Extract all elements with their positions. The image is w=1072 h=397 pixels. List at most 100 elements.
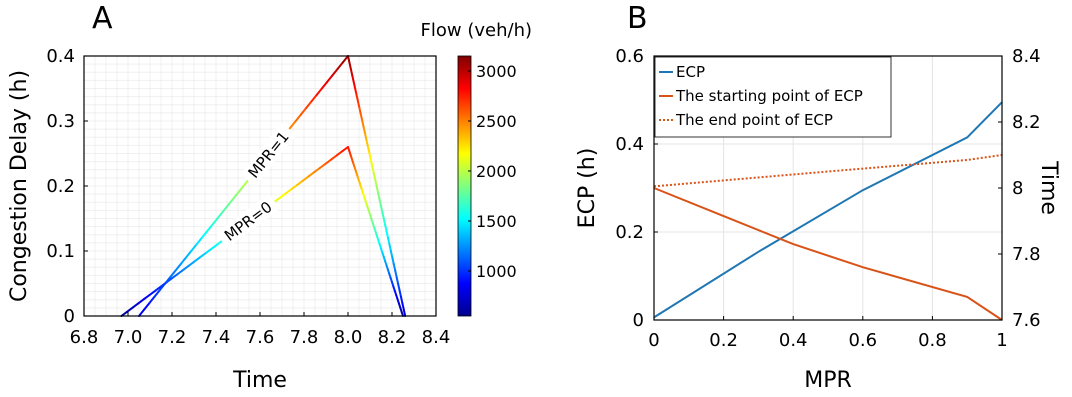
line-segment <box>391 256 395 265</box>
panel-b-y-right-axis-title: Time <box>1036 160 1061 215</box>
line-segment <box>182 264 191 271</box>
line-segment <box>284 188 293 195</box>
line-segment <box>318 162 327 170</box>
panel-b-y-axis-title: ECP (h) <box>575 148 600 229</box>
line-segment <box>137 298 146 305</box>
panel-b-label: B <box>627 1 648 36</box>
line-segment <box>384 224 388 233</box>
line-segment <box>120 310 129 317</box>
y-right-tick-label: 8 <box>1012 178 1023 199</box>
line-segment <box>369 159 374 168</box>
line-segment <box>211 243 219 250</box>
line-segment <box>199 251 208 258</box>
line-segment <box>307 171 316 178</box>
colorbar-ticks: 1000 1500 2000 2500 3000 <box>468 62 517 281</box>
line-segment <box>381 211 385 220</box>
line-segment <box>330 154 338 161</box>
line-segment <box>179 256 188 265</box>
line-segment <box>401 302 405 311</box>
line-segment <box>195 237 203 246</box>
line-segment <box>216 211 224 220</box>
x-tick-label: 0.8 <box>918 330 947 351</box>
colorbar-title: Flow (veh/h) <box>421 20 532 41</box>
line-segment <box>143 302 151 311</box>
y-tick-label: 0.6 <box>615 46 644 67</box>
x-tick-label: 8.4 <box>422 327 451 348</box>
panel-b-chart: B 0 0.2 0.4 0.6 0.8 1 0 0.2 0.4 0.6 7.6 7.8 8 8.2 8.… <box>575 1 1061 393</box>
line-segment <box>377 191 381 200</box>
line-segment <box>290 184 299 191</box>
line-segment <box>379 204 384 213</box>
y-tick-label: 0.4 <box>46 46 75 67</box>
line-segment <box>138 308 146 317</box>
legend-box <box>654 56 892 138</box>
annotation-label: MPR=1 <box>244 128 292 182</box>
line-segment <box>188 260 197 267</box>
colorbar-tick-label: 1000 <box>476 262 517 281</box>
annotation-background <box>240 122 297 187</box>
legend-label: The starting point of ECP <box>675 87 863 105</box>
line-segment <box>335 150 344 157</box>
x-tick-label: 1 <box>996 330 1007 351</box>
line-segment <box>385 230 390 239</box>
x-tick-label: 7.0 <box>114 327 143 348</box>
line-segment <box>355 94 360 103</box>
line-segment <box>392 263 397 272</box>
panel-b-x-ticks: 0 0.2 0.4 0.6 0.8 1 <box>648 316 1008 351</box>
line-segment <box>237 185 245 194</box>
line-segment <box>371 165 375 174</box>
panel-b-legend: ECP The starting point of ECP The end poin… <box>654 56 892 138</box>
line-segment <box>171 272 180 279</box>
line-segment <box>289 120 297 129</box>
panel-a-label: A <box>92 1 113 36</box>
line-segment <box>382 217 387 226</box>
line-segment <box>400 310 404 317</box>
line-segment <box>364 133 368 142</box>
y-tick-label: 0 <box>633 310 644 331</box>
line-segment <box>368 152 372 161</box>
line-segment <box>148 295 156 304</box>
line-segment <box>365 139 370 148</box>
line-segment <box>358 107 362 116</box>
line-segment <box>359 113 364 122</box>
annotation-background <box>215 193 281 249</box>
line-segment <box>211 217 219 226</box>
line-segment <box>331 68 339 77</box>
panel-a-x-axis-title: Time <box>232 368 287 393</box>
line-segment <box>143 293 151 301</box>
colorbar <box>457 55 472 317</box>
line-segment <box>388 243 392 252</box>
line-segment <box>148 289 157 296</box>
series-line-1 <box>653 187 1003 321</box>
line-segment <box>399 295 404 304</box>
line-segment <box>205 247 214 254</box>
line-segment <box>348 61 352 70</box>
x-tick-label: 7.2 <box>158 327 187 348</box>
x-tick-label: 0.6 <box>848 330 877 351</box>
line-segment <box>324 158 333 165</box>
y-tick-label: 0.1 <box>46 241 75 262</box>
line-segment <box>226 198 235 207</box>
x-tick-label: 0.2 <box>709 330 738 351</box>
line-segment <box>362 126 367 135</box>
line-segment <box>301 175 310 182</box>
line-segment <box>357 100 361 109</box>
panel-b-y-ticks-right: 7.6 7.8 8 8.2 8.4 <box>998 46 1041 331</box>
line-segment <box>372 172 377 181</box>
line-segment <box>394 269 398 278</box>
line-segment <box>310 94 318 103</box>
line-segment <box>305 100 313 109</box>
line-segment <box>397 282 401 291</box>
y-right-tick-label: 7.6 <box>1012 310 1041 331</box>
line-segment <box>349 68 354 77</box>
line-segment <box>296 179 304 187</box>
x-tick-label: 0.4 <box>779 330 808 351</box>
line-segment <box>131 302 140 309</box>
y-tick-label: 0.3 <box>46 111 75 132</box>
line-segment <box>367 146 371 155</box>
x-tick-label: 7.8 <box>290 327 319 348</box>
line-segment <box>354 87 358 96</box>
y-tick-label: 0 <box>64 306 75 327</box>
line-segment <box>299 107 308 116</box>
